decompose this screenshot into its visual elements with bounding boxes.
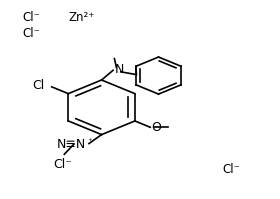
Text: ⁺: ⁺ bbox=[88, 137, 92, 146]
Text: Cl⁻: Cl⁻ bbox=[22, 11, 40, 24]
Text: N: N bbox=[115, 63, 124, 76]
Text: Zn²⁺: Zn²⁺ bbox=[69, 11, 95, 24]
Text: Cl⁻: Cl⁻ bbox=[22, 27, 40, 40]
Text: N≡N: N≡N bbox=[57, 138, 86, 151]
Text: O: O bbox=[152, 121, 162, 134]
Text: Cl: Cl bbox=[32, 79, 45, 92]
Text: Cl⁻: Cl⁻ bbox=[53, 158, 72, 171]
Text: Cl⁻: Cl⁻ bbox=[222, 163, 240, 176]
